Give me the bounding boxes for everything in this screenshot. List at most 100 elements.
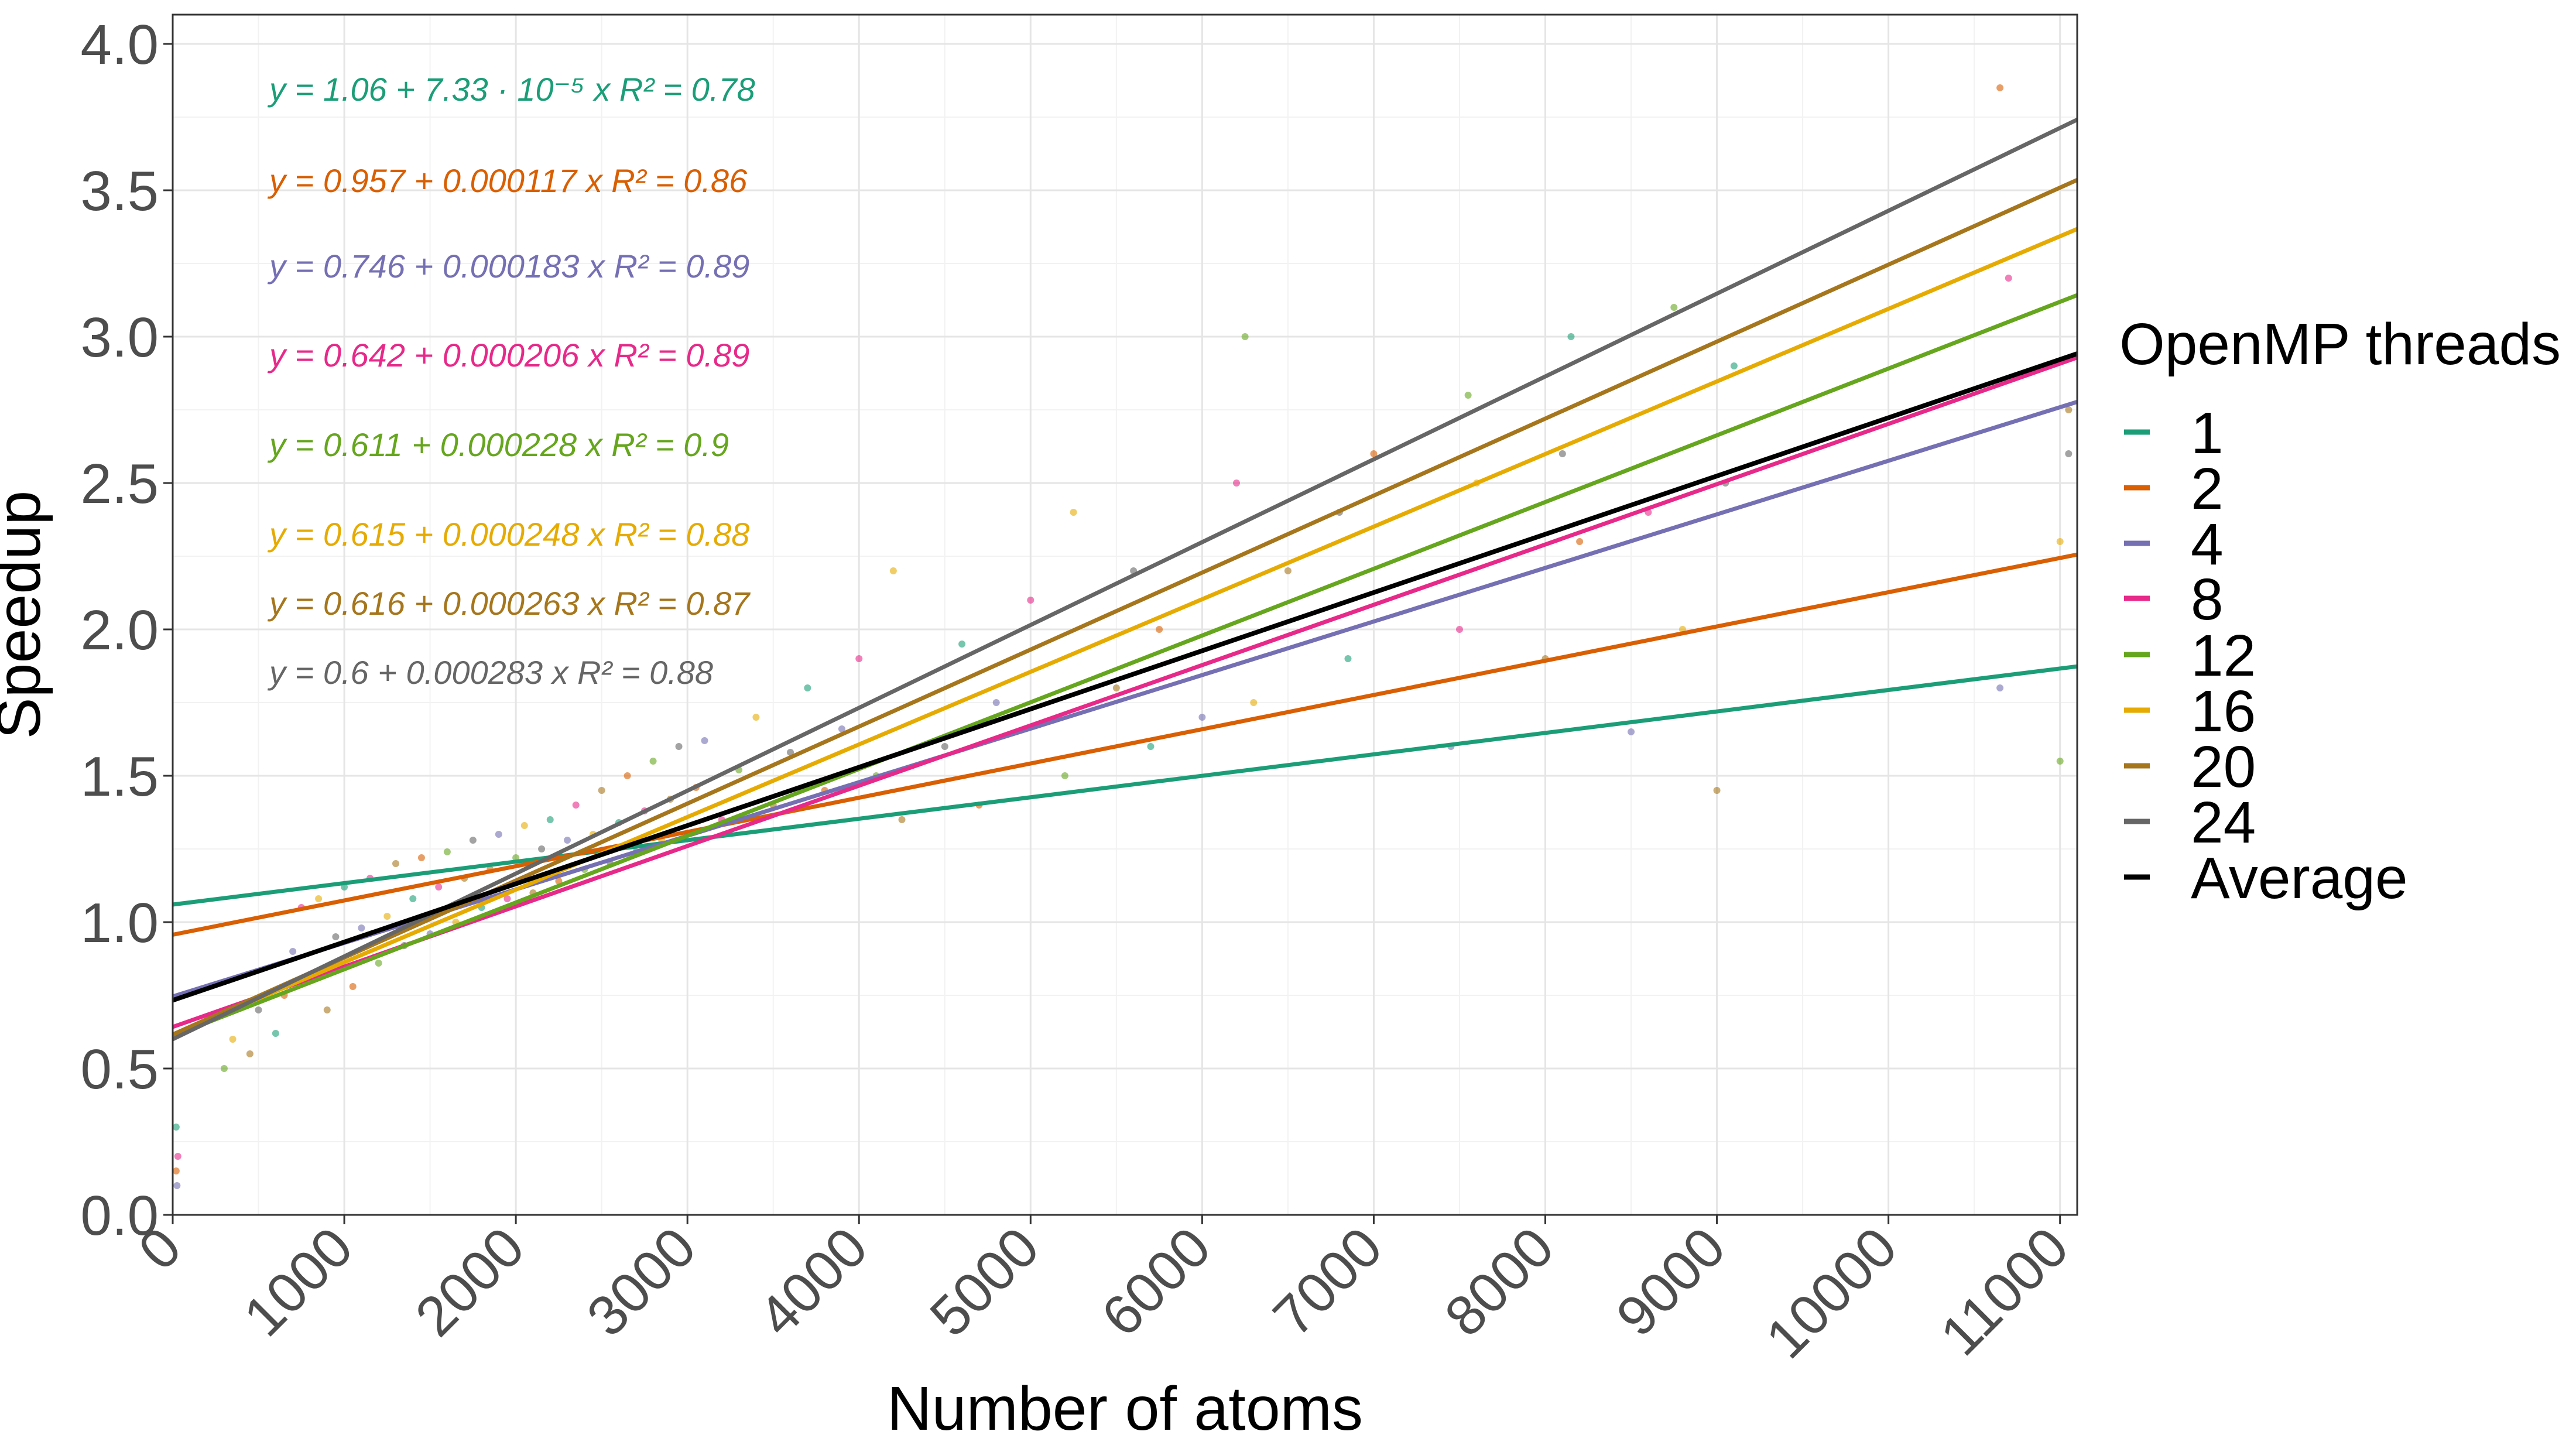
data-point bbox=[1250, 699, 1258, 706]
data-point bbox=[675, 743, 683, 750]
data-point bbox=[1061, 772, 1068, 779]
y-tick-label: 0.0 bbox=[81, 1184, 159, 1247]
data-point bbox=[898, 816, 906, 823]
data-point bbox=[624, 772, 631, 779]
regression-equation-20: y = 0.616 + 0.000263 x R² = 0.87 bbox=[267, 585, 751, 622]
data-point bbox=[172, 1124, 180, 1131]
legend-label-8: 8 bbox=[2191, 567, 2224, 632]
data-point bbox=[992, 699, 1000, 706]
data-point bbox=[649, 758, 657, 765]
data-point bbox=[255, 1006, 262, 1013]
data-point bbox=[2056, 758, 2064, 765]
legend-label-average: Average bbox=[2191, 845, 2408, 911]
regression-equation-12: y = 0.611 + 0.000228 x R² = 0.9 bbox=[267, 426, 729, 463]
data-point bbox=[315, 895, 323, 902]
data-point bbox=[1567, 333, 1575, 340]
regression-equation-24: y = 0.6 + 0.000283 x R² = 0.88 bbox=[267, 654, 713, 691]
data-point bbox=[358, 924, 365, 932]
data-point bbox=[495, 831, 502, 838]
data-point bbox=[332, 933, 340, 940]
regression-lines bbox=[172, 118, 2078, 1042]
data-point bbox=[1112, 684, 1120, 691]
data-point bbox=[409, 895, 417, 902]
data-point bbox=[392, 860, 399, 867]
data-point bbox=[520, 822, 528, 829]
data-point bbox=[546, 816, 554, 823]
plot-panel bbox=[173, 15, 2077, 1215]
y-tick-label: 1.0 bbox=[81, 892, 159, 954]
data-point bbox=[838, 725, 845, 732]
data-point bbox=[538, 845, 546, 852]
regression-line-1 bbox=[172, 664, 2078, 907]
data-point bbox=[555, 878, 563, 885]
legend-label-12: 12 bbox=[2191, 623, 2256, 689]
data-point bbox=[1370, 450, 1378, 457]
data-point bbox=[469, 837, 477, 844]
data-point bbox=[1558, 450, 1566, 457]
data-point bbox=[172, 1167, 180, 1174]
data-point bbox=[173, 1182, 181, 1189]
data-point bbox=[272, 1030, 279, 1037]
data-point bbox=[2056, 538, 2064, 545]
regression-line-8 bbox=[172, 355, 2078, 1029]
legend-label-2: 2 bbox=[2191, 456, 2224, 522]
regression-line-2 bbox=[172, 552, 2078, 937]
data-point bbox=[1027, 597, 1034, 604]
data-point bbox=[1241, 333, 1249, 340]
data-point bbox=[2065, 406, 2073, 413]
y-axis-title: Speedup bbox=[0, 491, 53, 739]
regression-equation-16: y = 0.615 + 0.000248 x R² = 0.88 bbox=[267, 516, 749, 553]
data-point bbox=[889, 567, 897, 574]
data-point bbox=[855, 655, 863, 662]
data-point bbox=[1284, 567, 1292, 574]
y-tick-label: 4.0 bbox=[81, 13, 159, 76]
data-point bbox=[229, 1036, 237, 1043]
data-point bbox=[572, 802, 580, 809]
data-point bbox=[220, 1065, 228, 1072]
regression-equation-4: y = 0.746 + 0.000183 x R² = 0.89 bbox=[267, 248, 749, 285]
data-point bbox=[1713, 787, 1721, 794]
data-point bbox=[1232, 480, 1240, 487]
data-point bbox=[1464, 392, 1472, 399]
data-point bbox=[1670, 304, 1678, 311]
legend-label-16: 16 bbox=[2191, 679, 2256, 744]
y-axis: 0.0 0.5 1.0 1.5 2.0 2.5 3.0 3.5 4.0 bbox=[81, 13, 173, 1247]
regression-line-24 bbox=[172, 118, 2078, 1042]
data-point bbox=[375, 960, 382, 967]
data-point bbox=[1198, 714, 1206, 721]
legend-label-24: 24 bbox=[2191, 790, 2256, 855]
data-point bbox=[1730, 362, 1738, 369]
data-point bbox=[503, 895, 511, 902]
data-point bbox=[443, 848, 451, 855]
plot-border bbox=[172, 13, 2078, 1216]
data-point bbox=[1576, 538, 1584, 545]
data-point bbox=[1455, 626, 1463, 633]
regression-equation-8: y = 0.642 + 0.000206 x R² = 0.89 bbox=[267, 337, 749, 374]
regression-equations: y = 1.06 + 7.33 · 10⁻⁵ x R² = 0.78 y = 0.… bbox=[267, 71, 755, 691]
data-point bbox=[564, 837, 571, 844]
data-point bbox=[598, 787, 605, 794]
data-point bbox=[787, 749, 794, 756]
regression-line-16 bbox=[172, 227, 2078, 1037]
data-point bbox=[1070, 509, 1077, 516]
data-point bbox=[323, 1006, 331, 1013]
data-point bbox=[349, 983, 357, 990]
data-point bbox=[246, 1050, 254, 1057]
data-point bbox=[1156, 626, 1163, 633]
data-point bbox=[1147, 743, 1155, 750]
y-tick-label: 1.5 bbox=[81, 745, 159, 808]
regression-line-4 bbox=[172, 400, 2078, 999]
regression-equation-1: y = 1.06 + 7.33 · 10⁻⁵ x R² = 0.78 bbox=[267, 71, 755, 108]
regression-line-12 bbox=[172, 293, 2078, 1038]
data-point bbox=[2065, 450, 2073, 457]
data-point bbox=[701, 737, 708, 744]
data-point bbox=[435, 883, 443, 891]
legend-label-4: 4 bbox=[2191, 512, 2224, 577]
data-point bbox=[941, 743, 948, 750]
data-point bbox=[2005, 275, 2012, 282]
data-point bbox=[804, 684, 811, 691]
x-axis-title: Number of atoms bbox=[887, 1374, 1363, 1443]
regression-line-average bbox=[172, 351, 2078, 1003]
y-tick-label: 3.0 bbox=[81, 306, 159, 369]
